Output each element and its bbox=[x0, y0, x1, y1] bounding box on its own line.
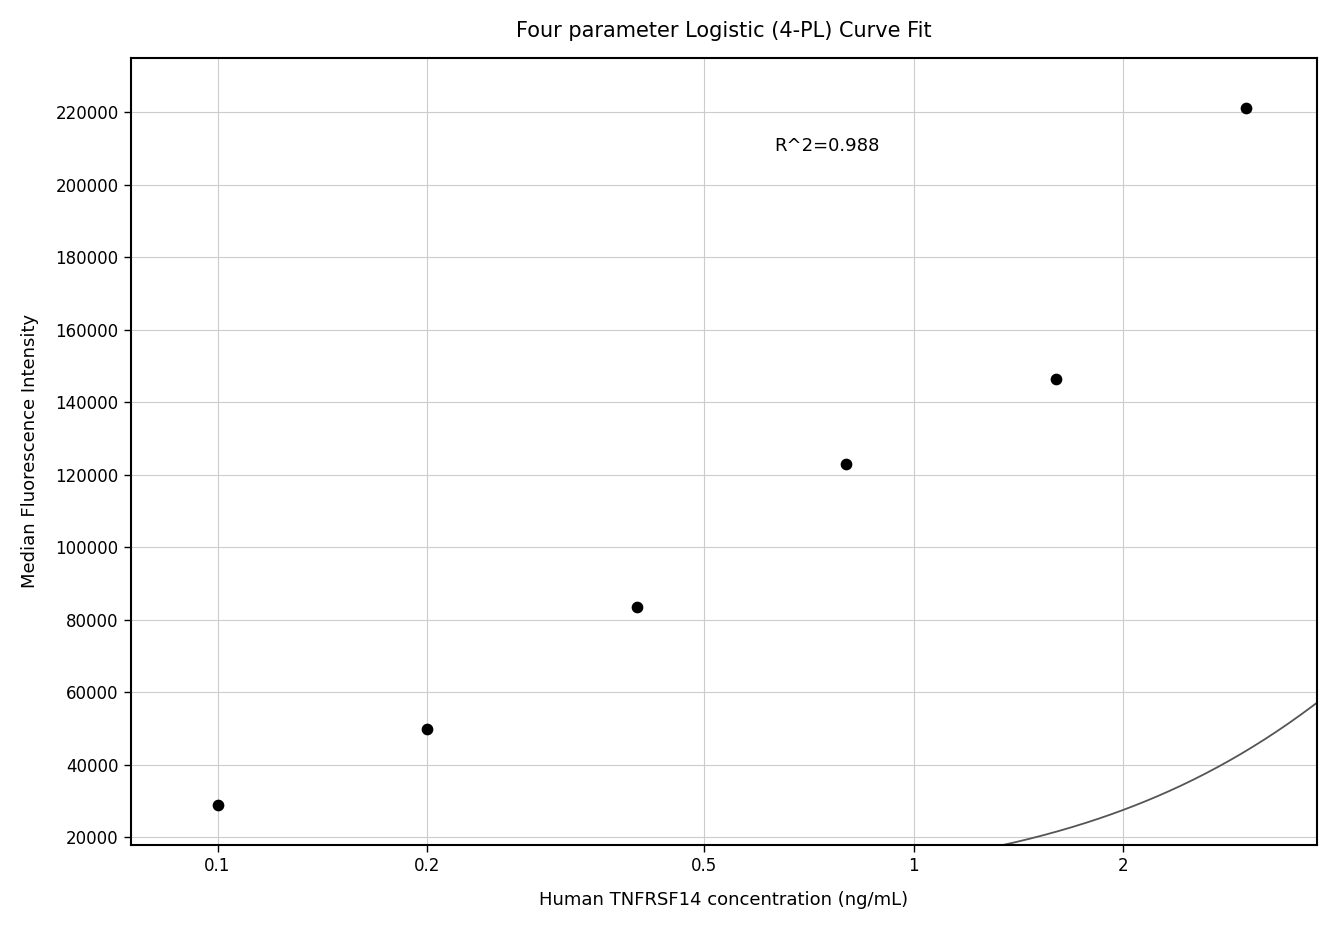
Point bbox=[1235, 101, 1256, 116]
Point bbox=[416, 721, 438, 736]
Point bbox=[835, 457, 856, 472]
Point bbox=[626, 600, 648, 615]
Point bbox=[1045, 371, 1066, 386]
Text: R^2=0.988: R^2=0.988 bbox=[773, 138, 879, 155]
Point bbox=[207, 797, 229, 812]
X-axis label: Human TNFRSF14 concentration (ng/mL): Human TNFRSF14 concentration (ng/mL) bbox=[539, 891, 909, 910]
Title: Four parameter Logistic (4-PL) Curve Fit: Four parameter Logistic (4-PL) Curve Fit bbox=[516, 20, 931, 41]
Y-axis label: Median Fluorescence Intensity: Median Fluorescence Intensity bbox=[21, 314, 39, 589]
